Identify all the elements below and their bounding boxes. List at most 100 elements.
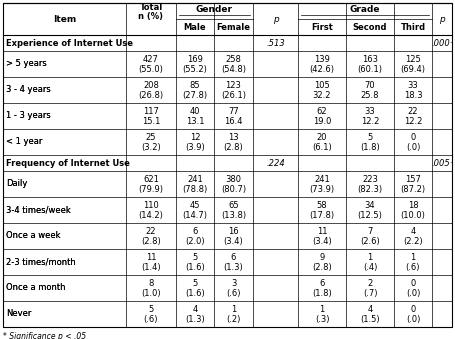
Text: (26.8): (26.8) bbox=[138, 91, 163, 100]
Text: < 1 year: < 1 year bbox=[6, 138, 42, 146]
Text: (60.1): (60.1) bbox=[358, 65, 383, 74]
Text: 0: 0 bbox=[410, 133, 415, 142]
Text: Gender: Gender bbox=[196, 5, 233, 15]
Text: 20: 20 bbox=[317, 133, 327, 142]
Text: (1.0): (1.0) bbox=[141, 289, 161, 298]
Text: Once a month: Once a month bbox=[6, 283, 66, 293]
Text: 5: 5 bbox=[367, 133, 373, 142]
Text: (.0): (.0) bbox=[406, 143, 420, 152]
Text: (2.2): (2.2) bbox=[403, 237, 423, 246]
Text: (1.3): (1.3) bbox=[185, 315, 205, 324]
Text: 3 - 4 years: 3 - 4 years bbox=[6, 85, 51, 95]
Text: 0: 0 bbox=[410, 279, 415, 288]
Text: 169: 169 bbox=[187, 55, 203, 64]
Text: (1.8): (1.8) bbox=[360, 143, 380, 152]
Text: (79.9): (79.9) bbox=[138, 185, 163, 194]
Text: < 1 year: < 1 year bbox=[6, 138, 42, 146]
Text: 3-4 times/week: 3-4 times/week bbox=[6, 205, 71, 215]
Text: .000·: .000· bbox=[431, 39, 453, 47]
Text: 8: 8 bbox=[148, 279, 154, 288]
Text: 65: 65 bbox=[228, 201, 239, 210]
Text: 15.1: 15.1 bbox=[142, 117, 160, 126]
Text: * Significance p < .05: * Significance p < .05 bbox=[3, 332, 86, 339]
Text: 1 - 3 years: 1 - 3 years bbox=[6, 112, 51, 120]
Text: Female: Female bbox=[217, 22, 251, 32]
Text: Frequency of Internet Use: Frequency of Internet Use bbox=[6, 159, 130, 167]
Text: 1: 1 bbox=[367, 253, 373, 262]
Text: 258: 258 bbox=[226, 55, 242, 64]
Text: First: First bbox=[311, 22, 333, 32]
Text: (80.7): (80.7) bbox=[221, 185, 246, 194]
Text: 2: 2 bbox=[367, 279, 373, 288]
Text: (3.4): (3.4) bbox=[312, 237, 332, 246]
Text: 3: 3 bbox=[231, 279, 236, 288]
Text: (2.0): (2.0) bbox=[185, 237, 205, 246]
Text: (1.3): (1.3) bbox=[223, 263, 243, 272]
Text: p: p bbox=[273, 15, 278, 23]
Text: (2.8): (2.8) bbox=[223, 143, 243, 152]
Text: 40: 40 bbox=[190, 107, 200, 116]
Text: 18: 18 bbox=[408, 201, 418, 210]
Text: (2.8): (2.8) bbox=[312, 263, 332, 272]
Text: (2.8): (2.8) bbox=[141, 237, 161, 246]
Text: (1.6): (1.6) bbox=[185, 263, 205, 272]
Text: 45: 45 bbox=[190, 201, 200, 210]
Text: 427: 427 bbox=[143, 55, 159, 64]
Text: 22: 22 bbox=[408, 107, 418, 116]
Text: (6.1): (6.1) bbox=[312, 143, 332, 152]
Text: (1.6): (1.6) bbox=[185, 289, 205, 298]
Text: 2-3 times/month: 2-3 times/month bbox=[6, 258, 76, 266]
Text: 241: 241 bbox=[314, 175, 330, 184]
Text: Total: Total bbox=[139, 3, 162, 13]
Text: 25.8: 25.8 bbox=[361, 91, 379, 100]
Text: 6: 6 bbox=[319, 279, 325, 288]
Text: 11: 11 bbox=[317, 227, 327, 236]
Text: > 5 years: > 5 years bbox=[6, 60, 47, 68]
Text: (69.4): (69.4) bbox=[400, 65, 425, 74]
Text: (12.5): (12.5) bbox=[358, 211, 383, 220]
Text: (.4): (.4) bbox=[363, 263, 377, 272]
Text: 5: 5 bbox=[192, 253, 197, 262]
Text: 223: 223 bbox=[362, 175, 378, 184]
Text: (27.8): (27.8) bbox=[182, 91, 207, 100]
Text: 12.2: 12.2 bbox=[404, 117, 422, 126]
Text: 1: 1 bbox=[231, 305, 236, 314]
Text: 22: 22 bbox=[146, 227, 156, 236]
Text: 1: 1 bbox=[319, 305, 324, 314]
Text: (1.8): (1.8) bbox=[312, 289, 332, 298]
Text: Never: Never bbox=[6, 310, 31, 319]
Text: (78.8): (78.8) bbox=[182, 185, 207, 194]
Text: 105: 105 bbox=[314, 81, 330, 90]
Text: 5: 5 bbox=[148, 305, 154, 314]
Text: 7: 7 bbox=[367, 227, 373, 236]
Text: Once a month: Once a month bbox=[6, 283, 66, 293]
Text: 125: 125 bbox=[405, 55, 421, 64]
Text: (.7): (.7) bbox=[363, 289, 377, 298]
Text: (13.8): (13.8) bbox=[221, 211, 246, 220]
Text: (3.9): (3.9) bbox=[185, 143, 205, 152]
Text: 4: 4 bbox=[367, 305, 373, 314]
Text: Never: Never bbox=[6, 310, 31, 319]
Text: 1 - 3 years: 1 - 3 years bbox=[6, 112, 51, 120]
Text: Daily: Daily bbox=[6, 179, 27, 188]
Text: 34: 34 bbox=[365, 201, 375, 210]
Text: .224: .224 bbox=[266, 159, 285, 167]
Text: 163: 163 bbox=[362, 55, 378, 64]
Text: Item: Item bbox=[53, 15, 76, 23]
Text: 33: 33 bbox=[364, 107, 375, 116]
Text: (54.8): (54.8) bbox=[221, 65, 246, 74]
Text: (26.1): (26.1) bbox=[221, 91, 246, 100]
Text: (14.7): (14.7) bbox=[182, 211, 207, 220]
Text: (.6): (.6) bbox=[226, 289, 241, 298]
Text: 13: 13 bbox=[228, 133, 239, 142]
Text: (.3): (.3) bbox=[315, 315, 329, 324]
Text: (42.6): (42.6) bbox=[309, 65, 334, 74]
Text: 58: 58 bbox=[317, 201, 327, 210]
Text: 123: 123 bbox=[226, 81, 242, 90]
Text: (73.9): (73.9) bbox=[309, 185, 334, 194]
Text: (1.5): (1.5) bbox=[360, 315, 380, 324]
Text: 3 - 4 years: 3 - 4 years bbox=[6, 85, 51, 95]
Text: 621: 621 bbox=[143, 175, 159, 184]
Text: (.6): (.6) bbox=[144, 315, 158, 324]
Text: 85: 85 bbox=[190, 81, 200, 90]
